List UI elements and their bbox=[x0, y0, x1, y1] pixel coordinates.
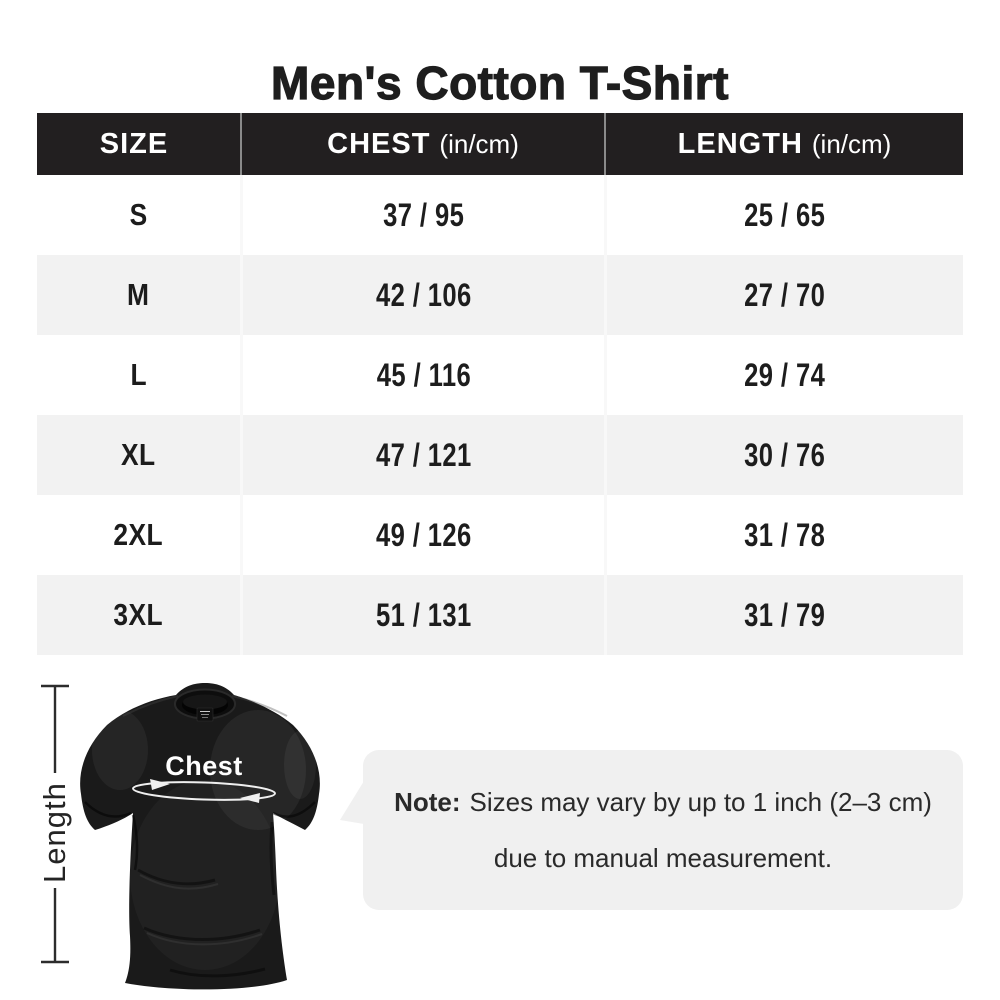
header-label: CHEST bbox=[327, 127, 431, 160]
header-unit: (in/cm) bbox=[439, 128, 519, 159]
chest-label: Chest bbox=[165, 751, 243, 781]
tshirt-size-diagram: Length bbox=[37, 683, 320, 990]
size-value: 2XL bbox=[113, 517, 164, 552]
length-cell: 30 / 76 bbox=[604, 415, 963, 495]
chest-measure-ellipse bbox=[132, 781, 276, 801]
size-value: 3XL bbox=[113, 597, 164, 632]
chest-cell: 49 / 126 bbox=[240, 495, 604, 575]
chest-value: 49 / 126 bbox=[375, 516, 472, 553]
table-row: S 37 / 95 25 / 65 bbox=[37, 175, 963, 255]
chest-cell: 42 / 106 bbox=[240, 255, 604, 335]
chest-value: 42 / 106 bbox=[375, 276, 472, 313]
chest-cell: 37 / 95 bbox=[240, 175, 604, 255]
note-bubble-tail bbox=[340, 781, 364, 824]
length-cell: 27 / 70 bbox=[604, 255, 963, 335]
length-value: 25 / 65 bbox=[744, 196, 826, 233]
length-measure-line bbox=[41, 684, 69, 964]
length-value: 27 / 70 bbox=[744, 276, 826, 313]
note-text: Sizes may vary by up to 1 inch (2–3 cm) bbox=[469, 787, 932, 817]
length-cell: 29 / 74 bbox=[604, 335, 963, 415]
size-table: SIZE CHEST (in/cm) LENGTH (in/cm) S 37 / 9… bbox=[37, 113, 963, 655]
tshirt-body bbox=[80, 683, 320, 990]
size-cell: L bbox=[37, 335, 240, 415]
size-cell: 3XL bbox=[37, 575, 240, 655]
chest-arrow-left-icon bbox=[240, 793, 260, 803]
note-bubble: Note: Sizes may vary by up to 1 inch (2–3… bbox=[340, 750, 963, 910]
header-cell-chest: CHEST (in/cm) bbox=[240, 113, 604, 175]
length-cell: 25 / 65 bbox=[604, 175, 963, 255]
header-label: LENGTH bbox=[677, 127, 803, 160]
length-value: 29 / 74 bbox=[744, 356, 826, 393]
header-unit: (in/cm) bbox=[811, 128, 892, 159]
length-value: 31 / 79 bbox=[744, 596, 826, 633]
header-label: SIZE bbox=[99, 127, 169, 160]
chest-value: 37 / 95 bbox=[382, 196, 465, 233]
length-cell: 31 / 79 bbox=[604, 575, 963, 655]
table-row: 2XL 49 / 126 31 / 78 bbox=[37, 495, 963, 575]
size-value: L bbox=[130, 357, 147, 392]
size-cell: S bbox=[37, 175, 240, 255]
chest-arrow-right-icon bbox=[150, 779, 170, 790]
chest-value: 51 / 131 bbox=[375, 596, 472, 633]
size-cell: M bbox=[37, 255, 240, 335]
table-body: S 37 / 95 25 / 65 M 42 / 106 27 / 70 L 4… bbox=[37, 175, 963, 655]
note-text-line-2: due to manual measurement. bbox=[493, 843, 833, 873]
length-cell: 31 / 78 bbox=[604, 495, 963, 575]
size-cell: 2XL bbox=[37, 495, 240, 575]
page-title: Men's Cotton T-Shirt bbox=[270, 56, 729, 109]
length-value: 31 / 78 bbox=[744, 516, 826, 553]
collar bbox=[174, 688, 236, 722]
chest-measure: Chest bbox=[132, 751, 276, 803]
note-text-line-1: Note: Sizes may vary by up to 1 inch (2–3… bbox=[394, 774, 932, 830]
table-row: 3XL 51 / 131 31 / 79 bbox=[37, 575, 963, 655]
chest-value: 47 / 121 bbox=[375, 436, 472, 473]
length-label: Length bbox=[37, 782, 72, 883]
chest-cell: 45 / 116 bbox=[240, 335, 604, 415]
size-value: M bbox=[127, 277, 150, 312]
chest-cell: 47 / 121 bbox=[240, 415, 604, 495]
chest-value: 45 / 116 bbox=[376, 356, 471, 393]
size-value: S bbox=[129, 197, 148, 232]
size-value: XL bbox=[121, 437, 156, 472]
tshirt-illustration bbox=[80, 683, 320, 990]
header-cell-length: LENGTH (in/cm) bbox=[604, 113, 963, 175]
table-row: XL 47 / 121 30 / 76 bbox=[37, 415, 963, 495]
size-cell: XL bbox=[37, 415, 240, 495]
table-row: L 45 / 116 29 / 74 bbox=[37, 335, 963, 415]
note-label: Note: bbox=[394, 787, 461, 817]
table-header-row: SIZE CHEST (in/cm) LENGTH (in/cm) bbox=[37, 113, 963, 175]
chest-cell: 51 / 131 bbox=[240, 575, 604, 655]
length-value: 30 / 76 bbox=[744, 436, 826, 473]
header-cell-size: SIZE bbox=[37, 113, 240, 175]
table-row: M 42 / 106 27 / 70 bbox=[37, 255, 963, 335]
